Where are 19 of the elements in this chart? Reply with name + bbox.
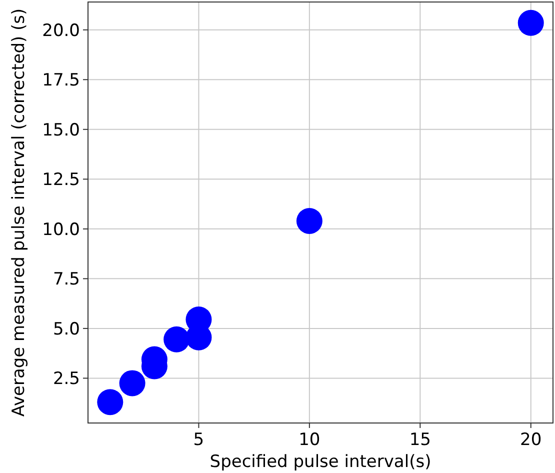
point — [97, 389, 124, 416]
y-tick-label: 20.0 — [42, 20, 80, 41]
y-tick-label: 2.5 — [52, 369, 80, 390]
point — [518, 10, 544, 36]
x-tick-label: 5 — [193, 430, 204, 450]
y-tick-label: 5.0 — [52, 319, 80, 340]
y-axis-title: Average measured pulse interval (corrected) (s) — [9, 8, 29, 417]
x-axis-title: Specified pulse interval(s) — [210, 452, 432, 472]
y-tick-label: 15.0 — [42, 120, 80, 140]
y-tick-label: 10.0 — [42, 220, 80, 240]
x-tick-label: 15 — [409, 430, 431, 450]
point — [296, 208, 322, 234]
point — [164, 326, 190, 352]
x-tick-label: 10 — [298, 430, 320, 450]
y-tick-label: 12.5 — [42, 170, 80, 190]
x-tick-label: 20 — [520, 430, 542, 450]
y-tick-label: 7.5 — [52, 270, 80, 290]
point — [119, 370, 146, 396]
y-tick-label: 17.5 — [42, 70, 80, 91]
